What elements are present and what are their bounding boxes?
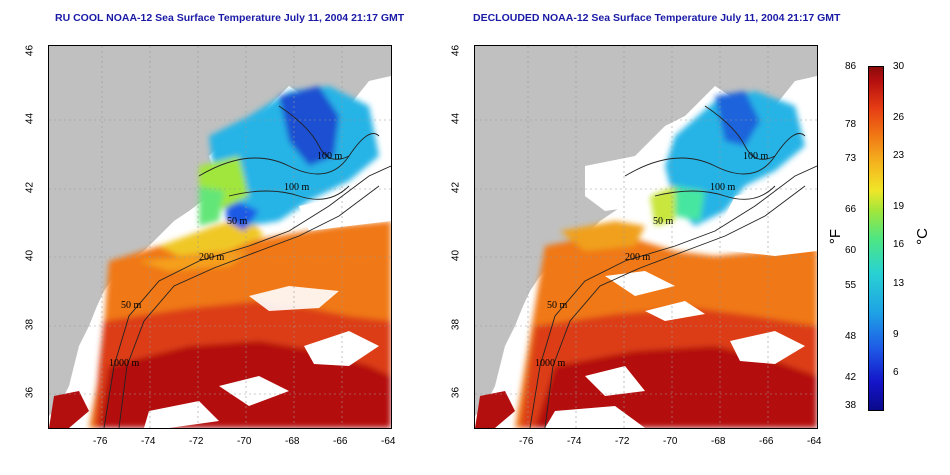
temperature-colorbar — [868, 66, 884, 411]
fahrenheit-tick: 66 — [845, 204, 857, 215]
y-tick-label: 40 — [450, 249, 462, 262]
right-map-title: DECLOUDED NOAA-12 Sea Surface Temperatur… — [473, 12, 841, 24]
contour-label: 1000 m — [535, 358, 566, 369]
contour-label: 100 m — [743, 151, 769, 162]
fahrenheit-tick: 55 — [845, 280, 857, 291]
y-tick-label: 46 — [450, 44, 462, 57]
y-tick-label: 42 — [450, 181, 462, 194]
x-tick-label: -74 — [567, 436, 582, 447]
x-tick-label: -66 — [759, 436, 774, 447]
x-tick-label: -76 — [519, 436, 534, 447]
celsius-tick: 19 — [893, 201, 905, 212]
contour-label: 200 m — [625, 252, 651, 263]
fahrenheit-tick: 73 — [845, 153, 857, 164]
x-tick-label: -66 — [333, 436, 348, 447]
contour-label: 50 m — [121, 300, 142, 311]
x-tick-label: -72 — [615, 436, 630, 447]
celsius-tick: 16 — [893, 239, 905, 250]
y-tick-label: 36 — [450, 386, 462, 399]
x-tick-label: -68 — [711, 436, 726, 447]
fahrenheit-tick: 78 — [845, 119, 857, 130]
contour-label: 100 m — [317, 151, 343, 162]
celsius-tick: 6 — [893, 367, 899, 378]
x-tick-label: -68 — [285, 436, 300, 447]
y-tick-label: 40 — [24, 249, 36, 262]
celsius-tick: 23 — [893, 150, 905, 161]
y-tick-label: 46 — [24, 44, 36, 57]
celsius-tick: 26 — [893, 112, 905, 123]
contour-label: 100 m — [710, 182, 736, 193]
x-tick-label: -72 — [189, 436, 204, 447]
y-tick-label: 38 — [24, 318, 36, 331]
y-tick-label: 44 — [24, 112, 36, 125]
fahrenheit-tick: 48 — [845, 331, 857, 342]
x-tick-label: -70 — [663, 436, 678, 447]
cloud-patch — [585, 156, 655, 211]
x-tick-label: -74 — [141, 436, 156, 447]
fahrenheit-tick: 60 — [845, 245, 857, 256]
fahrenheit-tick: 38 — [845, 400, 857, 411]
fahrenheit-tick: 42 — [845, 372, 857, 383]
celsius-unit-label: °C — [913, 228, 931, 245]
sst-map-raw: 100 m 100 m 50 m 200 m 50 m 1000 m — [48, 45, 392, 429]
sst-map-declouded: 100 m 100 m 50 m 200 m 50 m 1000 m — [474, 45, 818, 429]
y-tick-label: 38 — [450, 318, 462, 331]
x-tick-label: -70 — [237, 436, 252, 447]
contour-label: 50 m — [653, 216, 674, 227]
contour-label: 200 m — [199, 252, 225, 263]
x-tick-label: -76 — [93, 436, 108, 447]
x-tick-label: -64 — [381, 436, 396, 447]
celsius-tick: 9 — [893, 329, 899, 340]
celsius-tick: 30 — [893, 61, 905, 72]
y-tick-label: 42 — [24, 181, 36, 194]
contour-label: 50 m — [547, 300, 568, 311]
x-tick-label: -64 — [807, 436, 822, 447]
land-mass — [475, 46, 817, 416]
y-tick-label: 36 — [24, 386, 36, 399]
celsius-tick: 13 — [893, 278, 905, 289]
left-map-title: RU COOL NOAA-12 Sea Surface Temperature … — [55, 12, 405, 24]
y-tick-label: 44 — [450, 112, 462, 125]
contour-label: 1000 m — [109, 358, 140, 369]
fahrenheit-tick: 86 — [845, 61, 857, 72]
land-mass — [49, 46, 391, 416]
fahrenheit-unit-label: °F — [827, 228, 845, 245]
contour-label: 100 m — [284, 182, 310, 193]
contour-label: 50 m — [227, 216, 248, 227]
